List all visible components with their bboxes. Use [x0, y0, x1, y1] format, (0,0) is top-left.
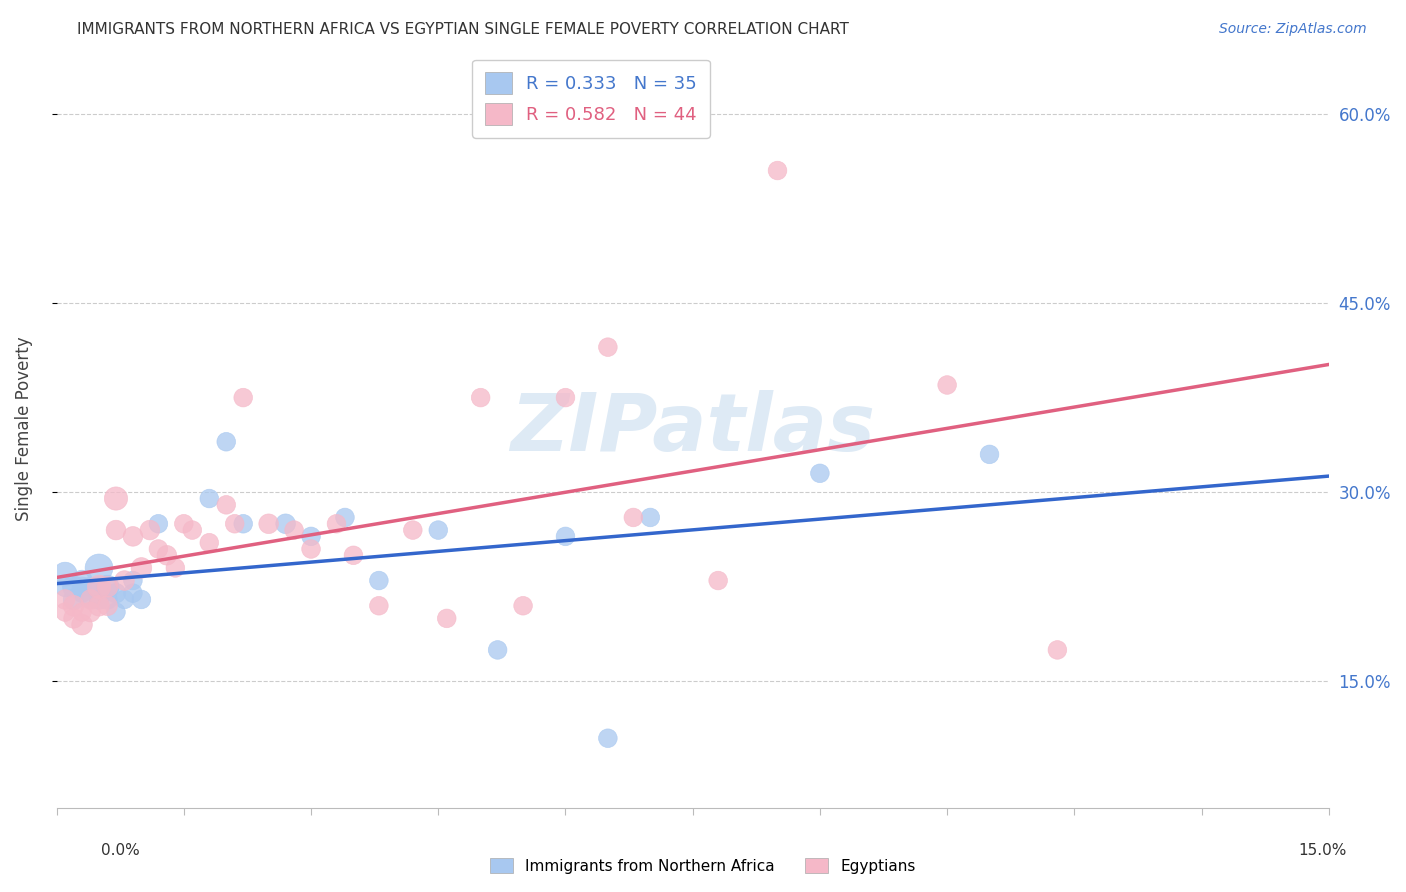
- Point: [70, 580, 93, 594]
- Point: [131, 561, 153, 575]
- Point: [215, 434, 238, 449]
- Text: ZIPatlas: ZIPatlas: [510, 390, 875, 468]
- Point: [436, 611, 458, 625]
- Point: [325, 516, 347, 531]
- Point: [79, 580, 101, 594]
- Point: [198, 491, 221, 506]
- Point: [173, 516, 195, 531]
- Point: [232, 391, 254, 405]
- Point: [283, 523, 305, 537]
- Point: [96, 592, 118, 607]
- Point: [367, 574, 389, 588]
- Point: [122, 574, 145, 588]
- Point: [148, 516, 170, 531]
- Point: [62, 611, 84, 625]
- Point: [554, 529, 576, 543]
- Text: 15.0%: 15.0%: [1299, 843, 1347, 858]
- Point: [104, 491, 127, 506]
- Legend: Immigrants from Northern Africa, Egyptians: Immigrants from Northern Africa, Egyptia…: [484, 852, 922, 880]
- Point: [156, 549, 179, 563]
- Point: [1046, 643, 1069, 657]
- Legend: R = 0.333   N = 35, R = 0.582   N = 44: R = 0.333 N = 35, R = 0.582 N = 44: [472, 60, 710, 138]
- Point: [512, 599, 534, 613]
- Point: [70, 605, 93, 619]
- Point: [486, 643, 509, 657]
- Point: [131, 592, 153, 607]
- Point: [87, 580, 110, 594]
- Point: [257, 516, 280, 531]
- Point: [53, 605, 76, 619]
- Point: [104, 523, 127, 537]
- Point: [62, 592, 84, 607]
- Point: [122, 586, 145, 600]
- Point: [274, 516, 297, 531]
- Point: [621, 510, 644, 524]
- Point: [53, 580, 76, 594]
- Point: [165, 561, 187, 575]
- Text: Source: ZipAtlas.com: Source: ZipAtlas.com: [1219, 22, 1367, 37]
- Point: [79, 592, 101, 607]
- Y-axis label: Single Female Poverty: Single Female Poverty: [15, 337, 32, 522]
- Point: [427, 523, 450, 537]
- Point: [87, 592, 110, 607]
- Point: [62, 580, 84, 594]
- Point: [596, 340, 619, 354]
- Point: [148, 541, 170, 556]
- Point: [62, 599, 84, 613]
- Point: [402, 523, 425, 537]
- Point: [122, 529, 145, 543]
- Point: [70, 574, 93, 588]
- Point: [299, 541, 322, 556]
- Point: [53, 567, 76, 582]
- Point: [198, 535, 221, 549]
- Point: [96, 580, 118, 594]
- Point: [215, 498, 238, 512]
- Point: [181, 523, 204, 537]
- Point: [96, 580, 118, 594]
- Point: [87, 561, 110, 575]
- Point: [79, 605, 101, 619]
- Point: [139, 523, 162, 537]
- Point: [224, 516, 246, 531]
- Point: [299, 529, 322, 543]
- Point: [79, 592, 101, 607]
- Point: [979, 447, 1001, 461]
- Point: [104, 605, 127, 619]
- Point: [936, 378, 959, 392]
- Point: [707, 574, 730, 588]
- Point: [53, 592, 76, 607]
- Point: [766, 163, 789, 178]
- Text: IMMIGRANTS FROM NORTHERN AFRICA VS EGYPTIAN SINGLE FEMALE POVERTY CORRELATION CH: IMMIGRANTS FROM NORTHERN AFRICA VS EGYPT…: [77, 22, 849, 37]
- Text: 0.0%: 0.0%: [101, 843, 141, 858]
- Point: [470, 391, 492, 405]
- Point: [333, 510, 356, 524]
- Point: [96, 599, 118, 613]
- Point: [70, 617, 93, 632]
- Point: [87, 580, 110, 594]
- Point: [104, 586, 127, 600]
- Point: [342, 549, 364, 563]
- Point: [640, 510, 662, 524]
- Point: [114, 574, 136, 588]
- Point: [808, 467, 831, 481]
- Point: [596, 731, 619, 746]
- Point: [114, 592, 136, 607]
- Point: [367, 599, 389, 613]
- Point: [70, 586, 93, 600]
- Point: [232, 516, 254, 531]
- Point: [87, 599, 110, 613]
- Point: [554, 391, 576, 405]
